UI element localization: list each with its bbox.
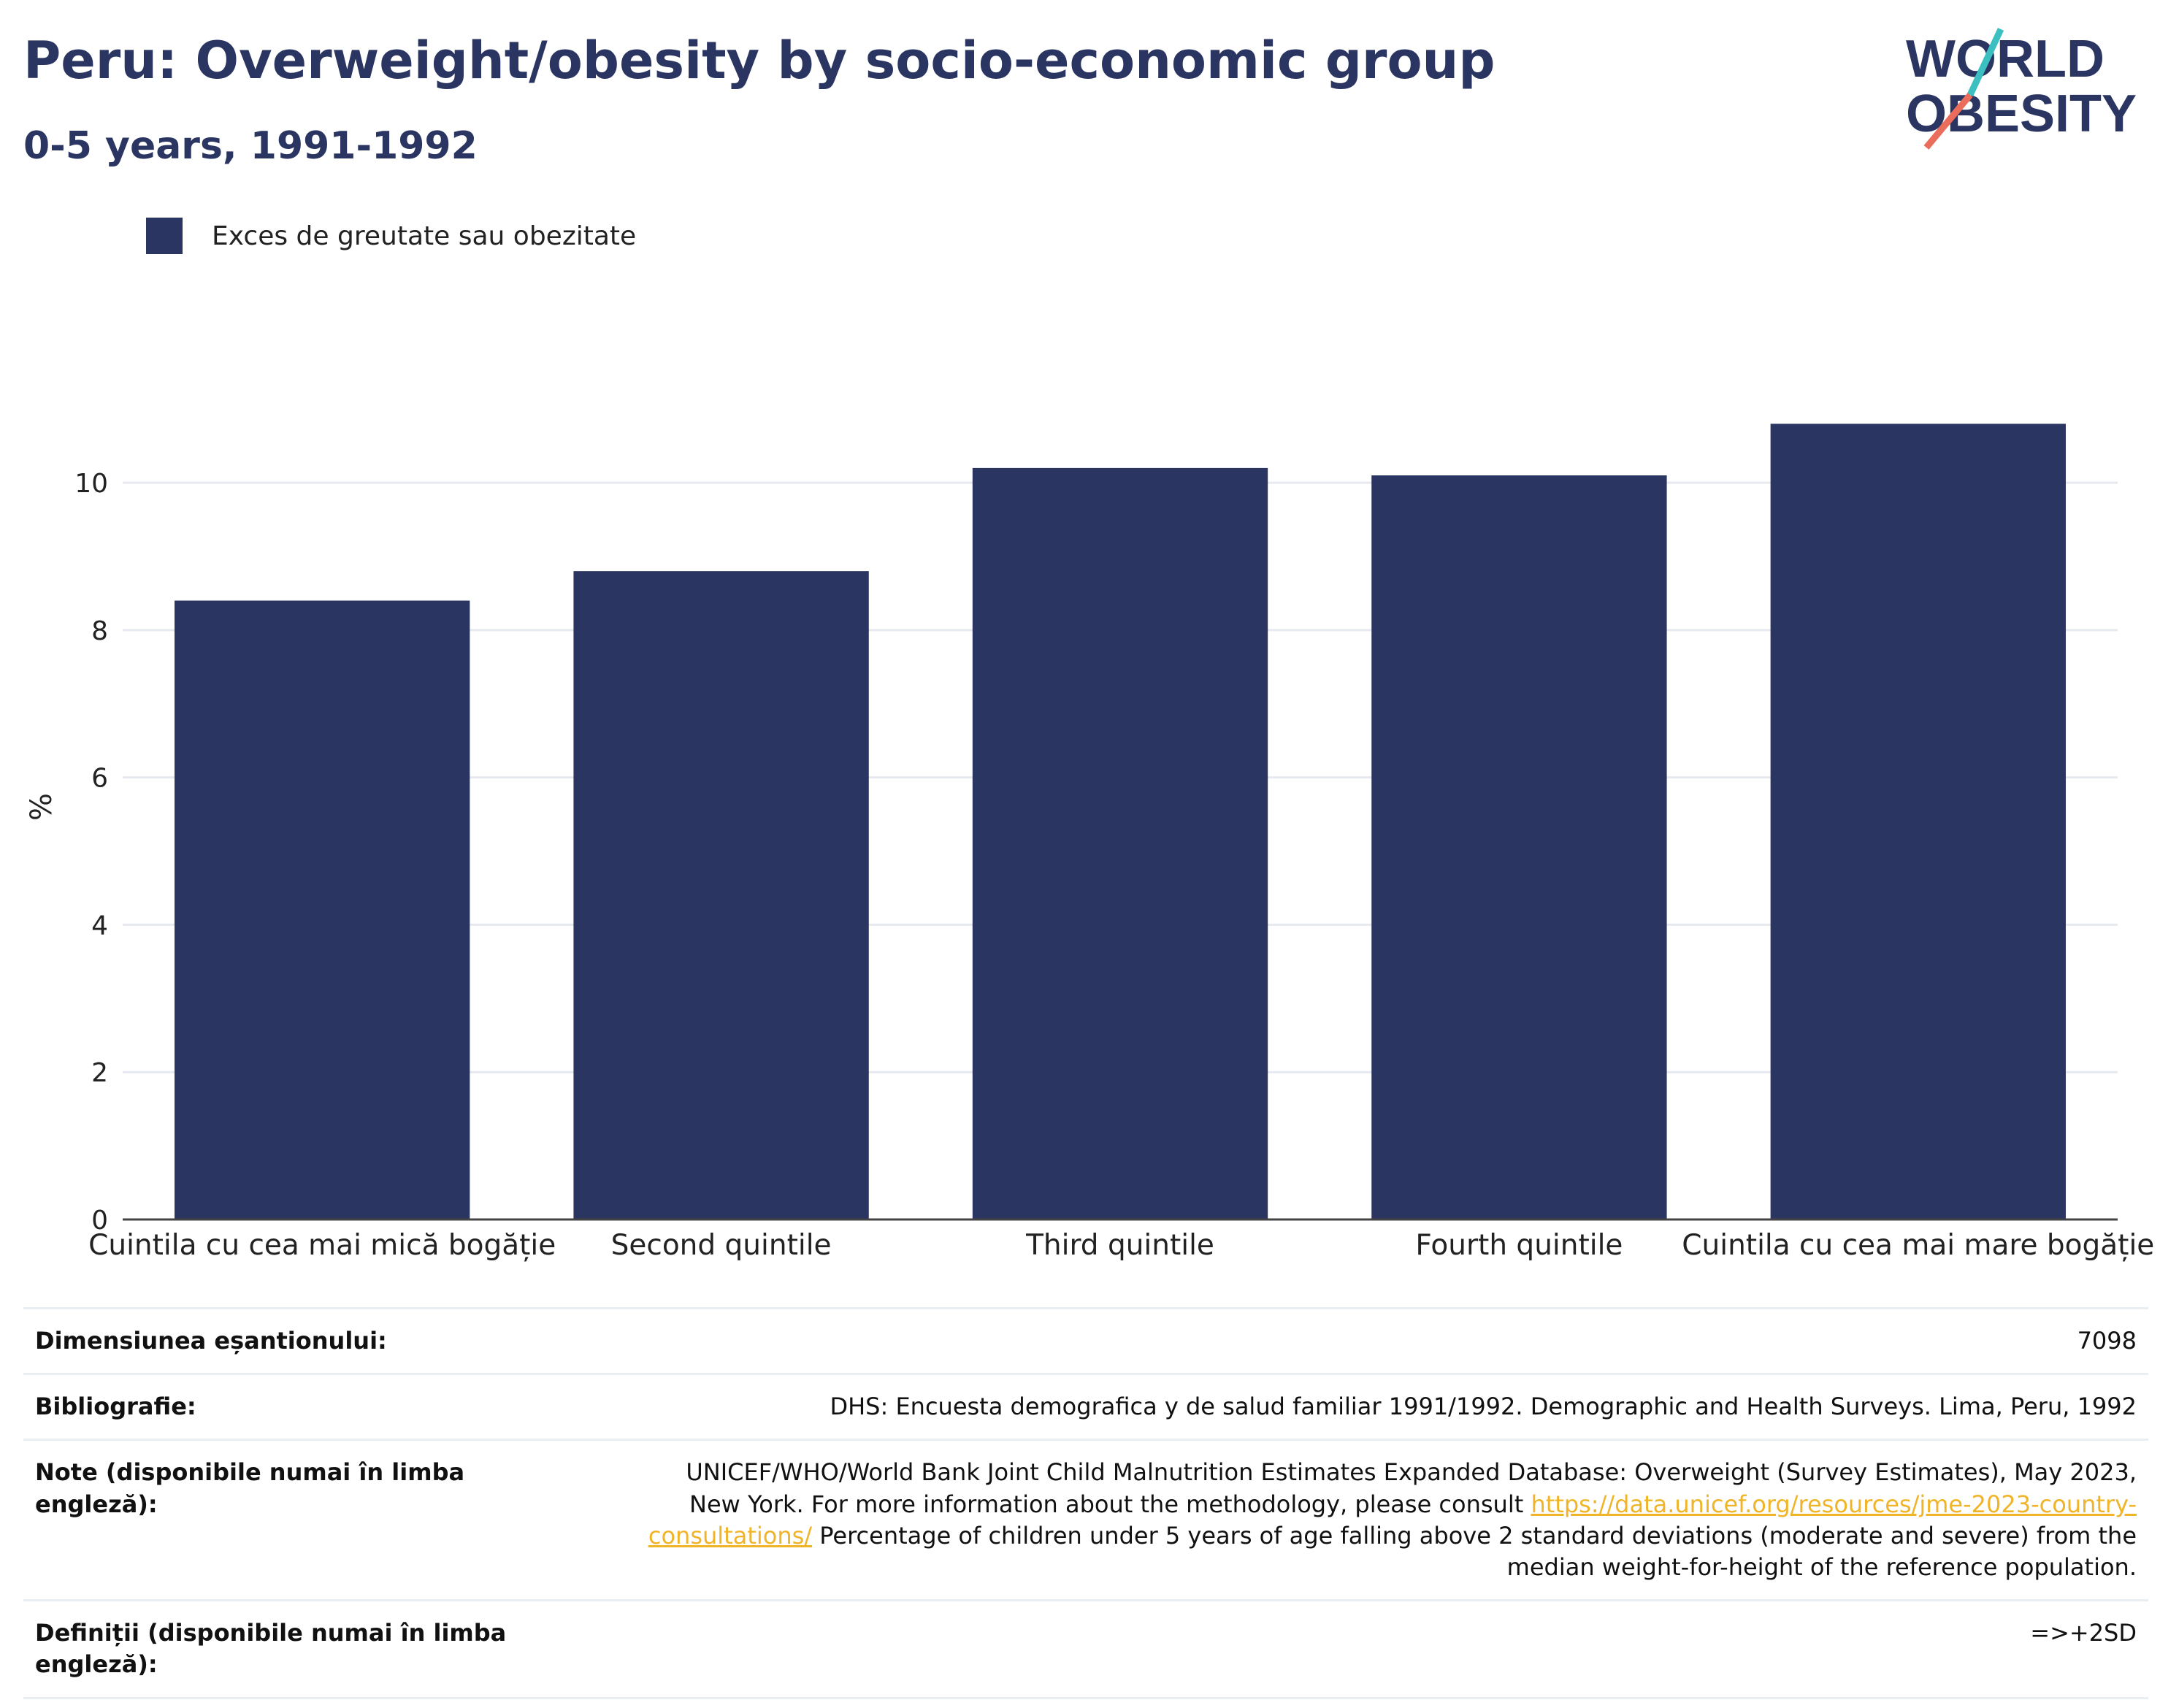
x-tick-label: Fourth quintile bbox=[1415, 1229, 1623, 1262]
bar bbox=[1371, 475, 1667, 1219]
row-value: UNICEF/WHO/World Bank Joint Child Malnut… bbox=[640, 1457, 2137, 1583]
x-tick-label: Cuintila cu cea mai mică bogăție bbox=[88, 1229, 556, 1262]
bar bbox=[1770, 424, 2066, 1219]
table-row-notes: Note (disponibile numai în limba engleză… bbox=[23, 1439, 2148, 1599]
row-label: Dimensiunea eșantionului: bbox=[35, 1327, 387, 1355]
chart-legend: Exces de greutate sau obezitate bbox=[146, 218, 636, 254]
notes-text-2: Percentage of children under 5 years of … bbox=[812, 1521, 2137, 1581]
legend-label: Exces de greutate sau obezitate bbox=[212, 221, 637, 251]
row-label: Bibliografie: bbox=[35, 1393, 196, 1421]
x-tick-label: Third quintile bbox=[1025, 1229, 1214, 1262]
bar bbox=[573, 571, 869, 1219]
svg-text:WORLD: WORLD bbox=[1906, 30, 2105, 88]
world-obesity-logo: WORLD OBESITY bbox=[1906, 28, 2137, 150]
row-value: =>+2SD bbox=[2030, 1619, 2137, 1647]
y-tick-label: 4 bbox=[91, 911, 108, 941]
info-table: Dimensiunea eșantionului: 7098 Bibliogra… bbox=[23, 1307, 2148, 1699]
bar-chart: 0 2 4 6 8 10% Cuintila cu cea mai mică bogăție… bbox=[25, 424, 2154, 1262]
y-tick-label: 0 bbox=[91, 1206, 108, 1236]
y-tick-label: 2 bbox=[91, 1058, 108, 1088]
y-tick-label: 6 bbox=[91, 764, 108, 794]
y-axis-label: % bbox=[25, 793, 58, 821]
row-value: DHS: Encuesta demografica y de salud fam… bbox=[830, 1393, 2137, 1421]
x-tick-label: Cuintila cu cea mai mare bogăție bbox=[1682, 1229, 2154, 1262]
table-row-sample-size: Dimensiunea eșantionului: 7098 bbox=[23, 1307, 2148, 1373]
y-tick-label: 8 bbox=[91, 616, 108, 646]
bar bbox=[175, 600, 470, 1219]
table-row-definitions: Definiții (disponibile numai în limba en… bbox=[23, 1599, 2148, 1699]
row-label: Note (disponibile numai în limba engleză… bbox=[35, 1458, 465, 1518]
legend-swatch bbox=[146, 218, 183, 254]
chart-subtitle: 0-5 years, 1991-1992 bbox=[23, 124, 478, 168]
chart-title: Peru: Overweight/obesity by socio-econom… bbox=[23, 31, 1495, 91]
row-label: Definiții (disponibile numai în limba en… bbox=[35, 1619, 507, 1679]
row-value: 7098 bbox=[2077, 1327, 2137, 1355]
methodology-link[interactable]: https://data.unicef.org/resources/jme-20… bbox=[648, 1490, 2137, 1550]
svg-text:OBESITY: OBESITY bbox=[1906, 85, 2137, 143]
x-tick-label: Second quintile bbox=[611, 1229, 832, 1262]
bar bbox=[972, 467, 1268, 1220]
y-tick-label: 10 bbox=[74, 469, 108, 499]
notes-text: UNICEF/WHO/World Bank Joint Child Malnut… bbox=[686, 1458, 2137, 1518]
table-row-bibliography: Bibliografie: DHS: Encuesta demografica … bbox=[23, 1373, 2148, 1439]
